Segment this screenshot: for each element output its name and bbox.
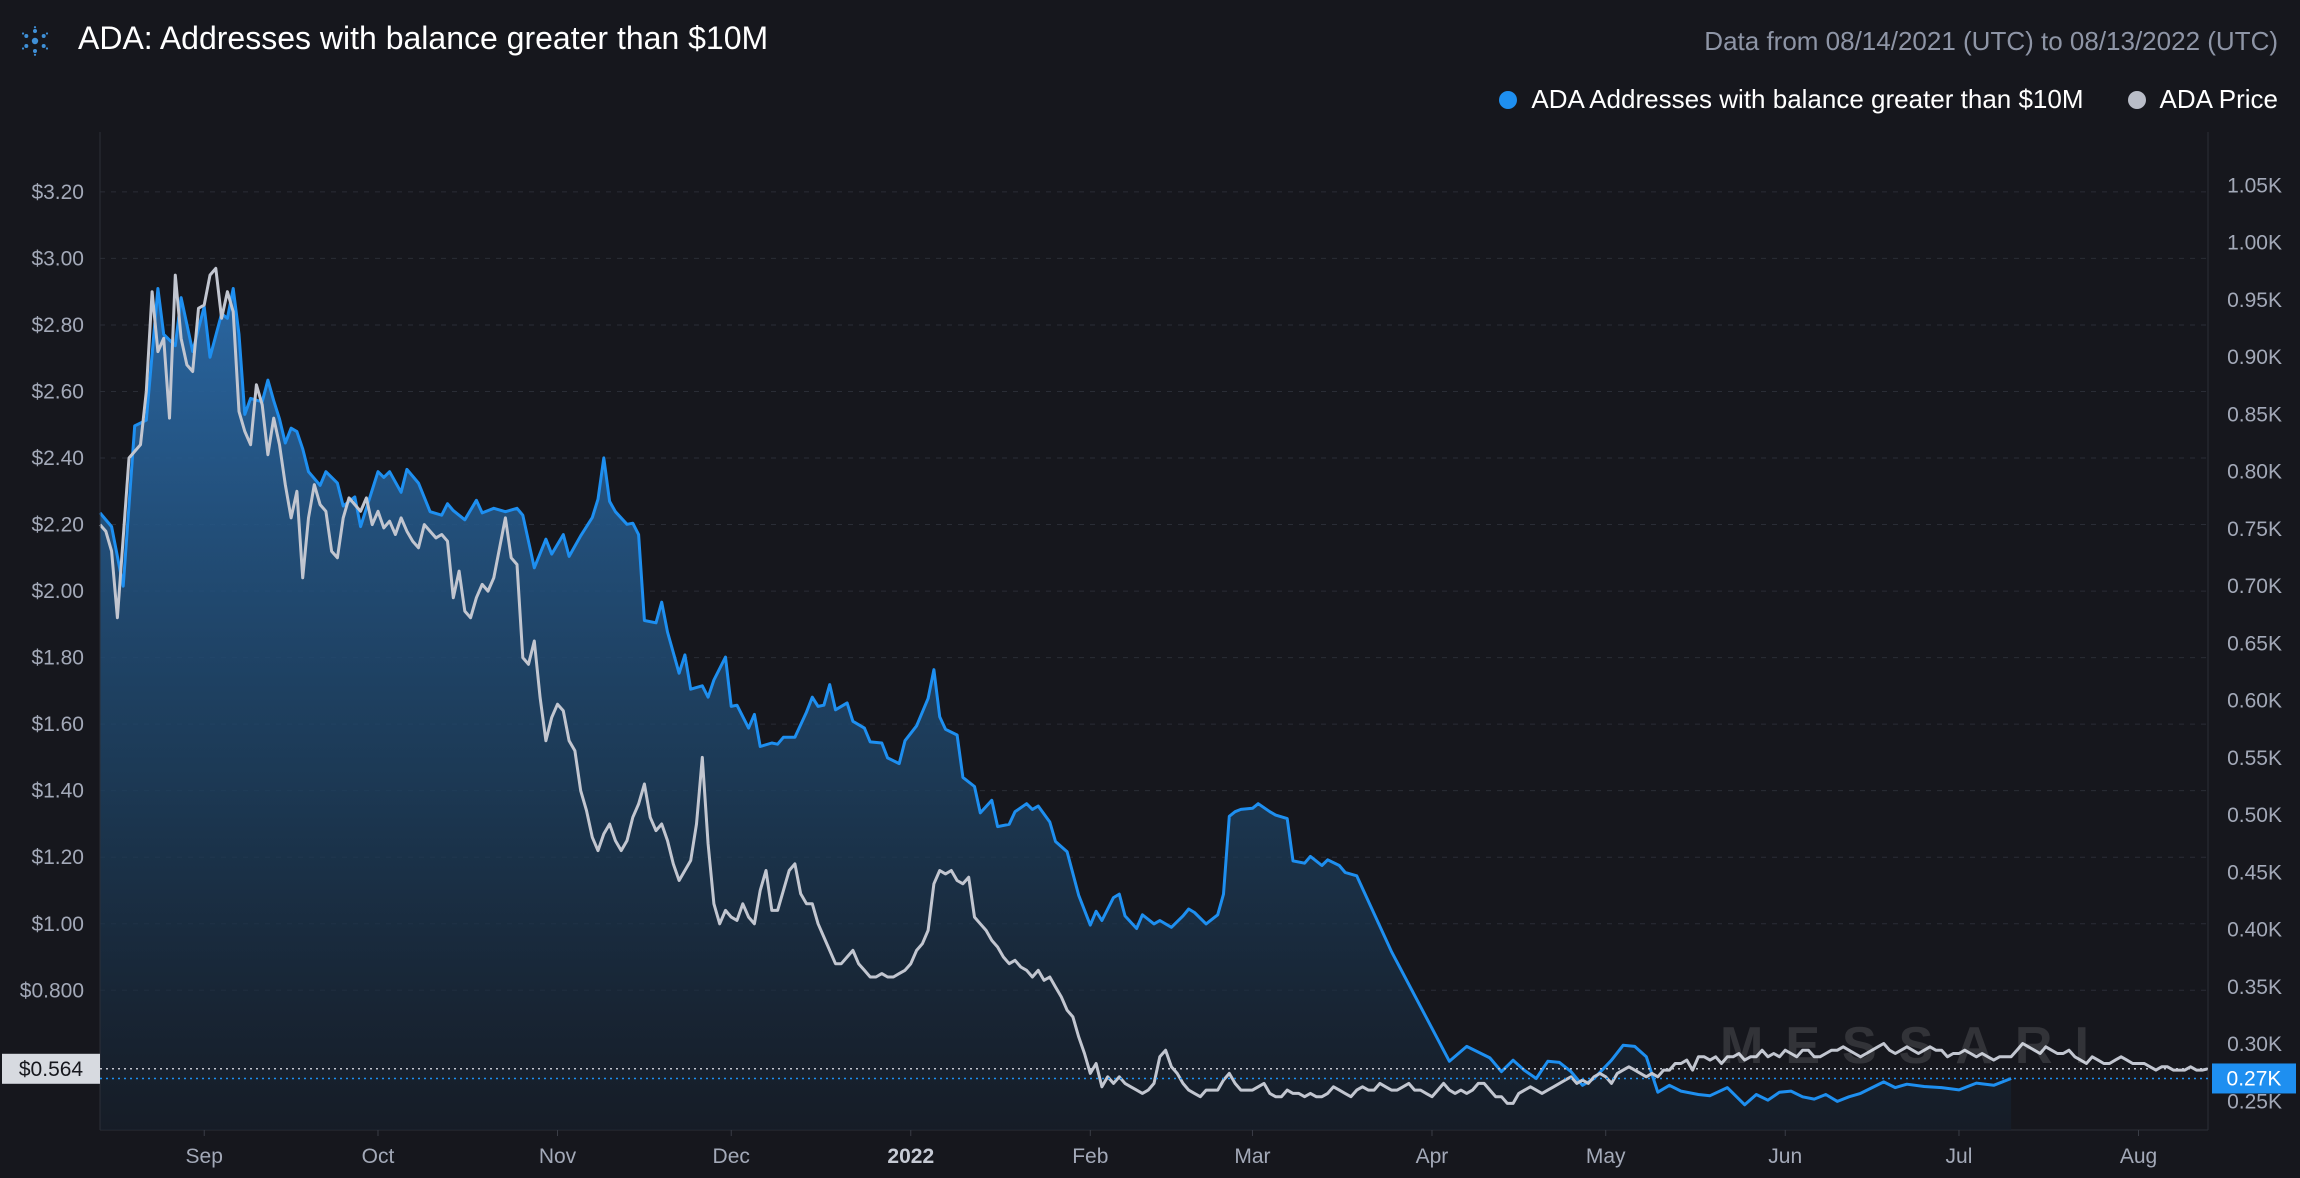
chart-title: ADA: Addresses with balance greater than… [78, 20, 769, 56]
series-lines [98, 266, 2209, 1107]
left-tick-label: $1.00 [31, 913, 84, 936]
legend-dot-price [2127, 90, 2146, 109]
addresses-area [100, 288, 2012, 1130]
price-current-badge [2, 1053, 100, 1084]
right-tick-label: 0.70K [2227, 575, 2282, 598]
x-tick-label: May [1586, 1145, 1626, 1168]
x-tick-label: Mar [1234, 1145, 1270, 1168]
left-tick-label: $0.800 [20, 979, 84, 1002]
x-tick-label: Jun [1768, 1145, 1802, 1168]
chart-header: ADA: Addresses with balance greater than… [0, 0, 2300, 150]
date-range-text: Data from 08/14/2021 (UTC) to 08/13/2022… [1704, 26, 2278, 56]
left-axis: $3.20 $3.00 $2.80 $2.60 $2.40 $2.20 $2.00 $1.80… [20, 132, 101, 1130]
price-current-label: $0.564 [19, 1058, 84, 1081]
right-tick-label: 0.90K [2227, 346, 2282, 369]
left-tick-label: $2.20 [31, 514, 84, 537]
price-series-line [98, 266, 2209, 1105]
right-tick-label: 1.05K [2227, 174, 2282, 197]
area-fill [100, 288, 2012, 1130]
left-tick-label: $1.20 [31, 846, 84, 869]
x-tick-label: 2022 [887, 1145, 934, 1168]
x-tick-label: Oct [362, 1145, 395, 1168]
right-tick-label: 0.80K [2227, 461, 2282, 484]
messari-watermark: MESSARI [1720, 1017, 2111, 1075]
left-tick-label: $1.60 [31, 713, 84, 736]
addresses-current-badge [2212, 1063, 2296, 1094]
right-tick-label: 0.55K [2227, 747, 2282, 770]
left-tick-label: $2.80 [31, 314, 84, 337]
legend-item-addresses[interactable]: ADA Addresses with balance greater than … [1499, 84, 2084, 115]
right-tick-label: 0.30K [2227, 1033, 2282, 1056]
left-tick-label: $2.00 [31, 580, 84, 603]
addresses-series-line [98, 287, 2012, 1107]
current-value-markers: $0.564 0.27K [2, 1053, 2296, 1094]
x-tick-label: Nov [539, 1145, 577, 1168]
right-tick-label: 0.25K [2227, 1090, 2282, 1113]
left-tick-label: $3.00 [31, 247, 84, 270]
cardano-logo-icon [21, 26, 49, 56]
right-tick-label: 0.45K [2227, 861, 2282, 884]
x-tick-label: Sep [186, 1145, 223, 1168]
legend: ADA Addresses with balance greater than … [1469, 84, 2278, 115]
right-tick-label: 0.50K [2227, 804, 2282, 827]
x-axis: Sep Oct Nov Dec 2022 Feb Mar Apr May Jun Jul Aug [186, 1130, 2157, 1168]
legend-item-price[interactable]: ADA Price [2127, 84, 2279, 115]
legend-dot-addresses [1499, 90, 1518, 109]
left-tick-label: $1.40 [31, 780, 84, 803]
right-tick-label: 0.65K [2227, 632, 2282, 655]
x-tick-label: Jul [1946, 1145, 1973, 1168]
legend-label-addresses: ADA Addresses with balance greater than … [1531, 84, 2084, 114]
left-tick-label: $1.80 [31, 647, 84, 670]
right-tick-label: 1.00K [2227, 232, 2282, 255]
right-axis: 1.05K 1.00K 0.95K 0.90K 0.85K 0.80K 0.75K 0.70K… [2207, 132, 2282, 1130]
x-tick-label: Aug [2120, 1145, 2157, 1168]
x-tick-label: Feb [1072, 1145, 1108, 1168]
left-tick-label: $2.40 [31, 447, 84, 470]
right-tick-label: 0.95K [2227, 289, 2282, 312]
addresses-current-label: 0.27K [2227, 1067, 2282, 1090]
x-tick-label: Dec [713, 1145, 750, 1168]
left-tick-label: $3.20 [31, 181, 84, 204]
left-tick-label: $2.60 [31, 380, 84, 403]
right-tick-label: 0.75K [2227, 518, 2282, 541]
right-tick-label: 0.85K [2227, 403, 2282, 426]
legend-label-price: ADA Price [2159, 84, 2279, 114]
right-tick-label: 0.35K [2227, 976, 2282, 999]
right-tick-label: 0.40K [2227, 919, 2282, 942]
right-tick-label: 0.60K [2227, 690, 2282, 713]
x-tick-label: Apr [1416, 1145, 1449, 1168]
